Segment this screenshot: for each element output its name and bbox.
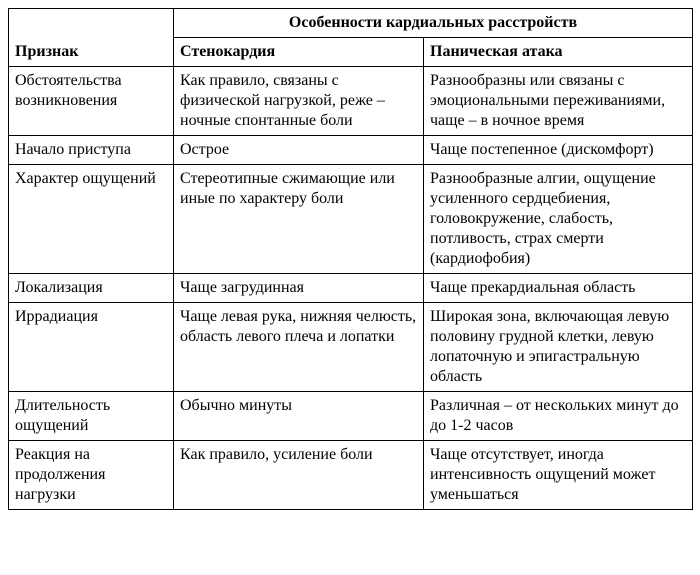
cell-steno: Стереотипные сжимающие или иные по харак… xyxy=(174,165,424,274)
cell-steno: Как правило, связаны с физической нагруз… xyxy=(174,67,424,136)
cell-sign: Длительность ощущений xyxy=(9,392,174,441)
cell-sign: Иррадиация xyxy=(9,303,174,392)
cell-panic: Разнообразны или связаны с эмоциональным… xyxy=(424,67,693,136)
table-row: Реакция на продолжения нагрузки Как прав… xyxy=(9,441,693,510)
cell-steno: Как правило, усиление боли xyxy=(174,441,424,510)
cell-steno: Обычно минуты xyxy=(174,392,424,441)
cell-panic: Чаще прекардиальная область xyxy=(424,274,693,303)
cell-sign: Реакция на продолжения нагрузки xyxy=(9,441,174,510)
cell-sign: Локализация xyxy=(9,274,174,303)
header-row-1: Признак Особенности кардиальных расстрой… xyxy=(9,9,693,38)
cell-steno: Острое xyxy=(174,136,424,165)
cell-sign: Начало приступа xyxy=(9,136,174,165)
cell-panic: Широкая зона, включающая левую половину … xyxy=(424,303,693,392)
cell-panic: Разнообразные алгии, ощущение усиленного… xyxy=(424,165,693,274)
table-row: Иррадиация Чаще левая рука, нижняя челюс… xyxy=(9,303,693,392)
cell-steno: Чаще загрудинная xyxy=(174,274,424,303)
table-row: Характер ощущений Стереотипные сжимающие… xyxy=(9,165,693,274)
cell-sign: Характер ощущений xyxy=(9,165,174,274)
table-row: Начало приступа Острое Чаще постепенное … xyxy=(9,136,693,165)
header-group: Особенности кардиальных расстройств xyxy=(174,9,693,38)
cell-panic: Чаще постепенное (дискомфорт) xyxy=(424,136,693,165)
table-row: Локализация Чаще загрудинная Чаще прекар… xyxy=(9,274,693,303)
cell-steno: Чаще левая рука, нижняя челюсть, область… xyxy=(174,303,424,392)
comparison-table: Признак Особенности кардиальных расстрой… xyxy=(8,8,693,510)
header-panic: Паническая атака xyxy=(424,38,693,67)
table-row: Длительность ощущений Обычно минуты Разл… xyxy=(9,392,693,441)
cell-sign: Обстоятельства возникновения xyxy=(9,67,174,136)
table-row: Обстоятельства возникновения Как правило… xyxy=(9,67,693,136)
cell-panic: Чаще отсутствует, иногда интенсивность о… xyxy=(424,441,693,510)
header-sign: Признак xyxy=(9,9,174,67)
cell-panic: Различная – от нескольких минут до до 1-… xyxy=(424,392,693,441)
header-steno: Стенокардия xyxy=(174,38,424,67)
